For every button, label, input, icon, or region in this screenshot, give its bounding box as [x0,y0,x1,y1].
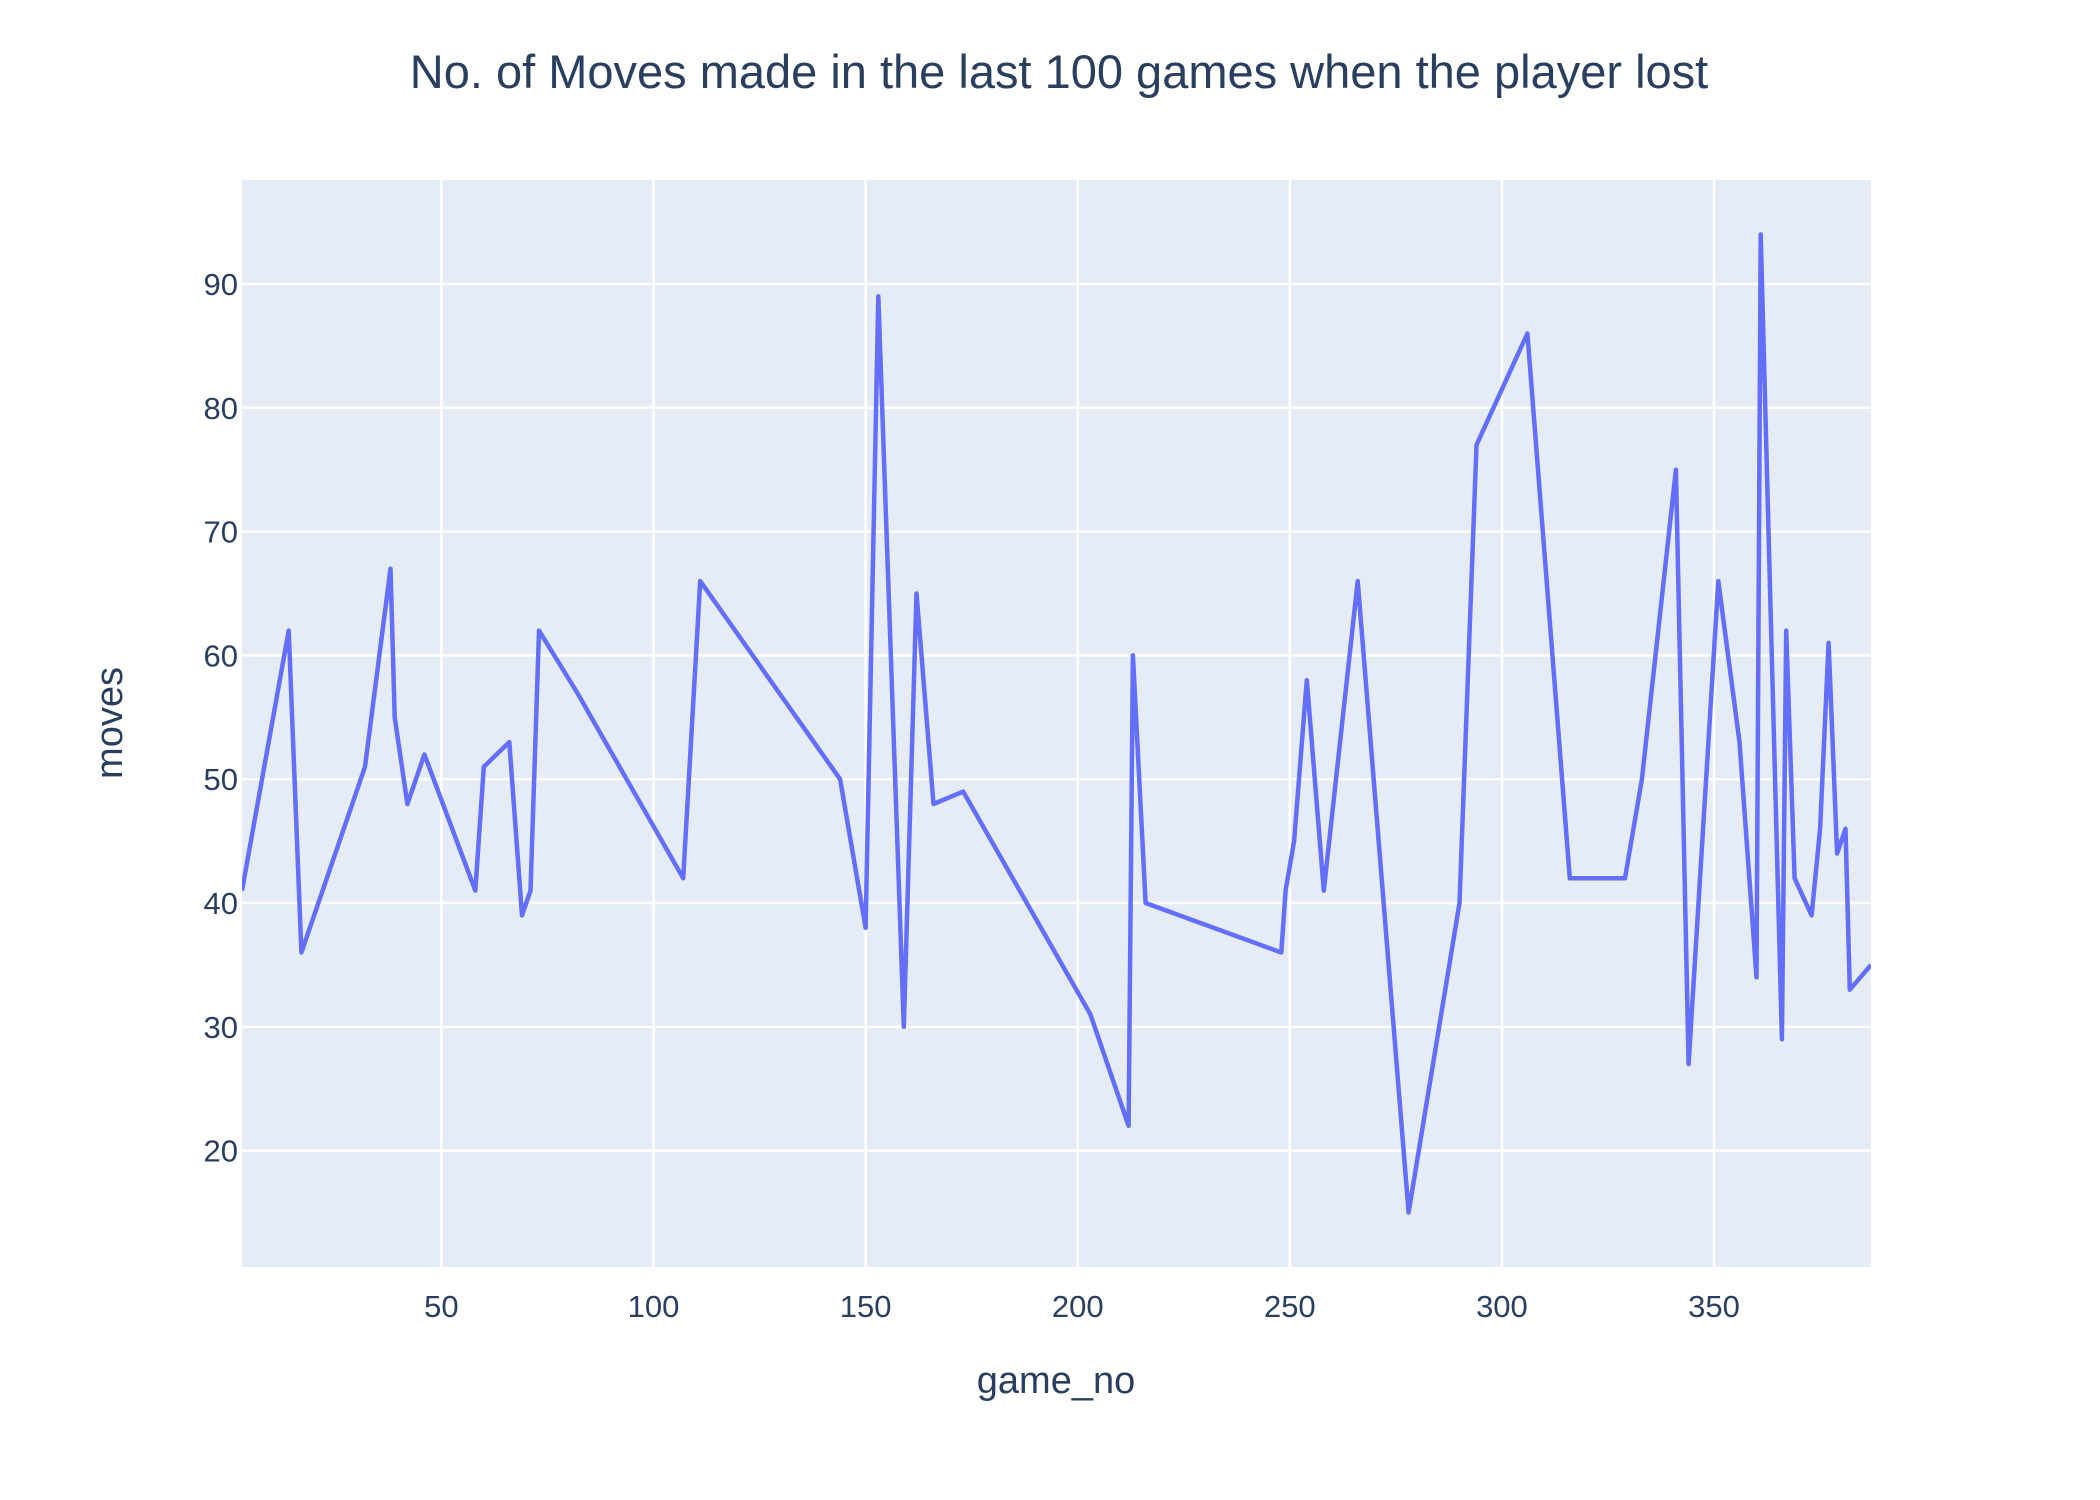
x-tick-label: 150 [840,1289,892,1324]
y-tick-label: 30 [204,1010,238,1045]
x-gridlines [440,180,1716,1267]
x-tick-label: 250 [1264,1289,1316,1324]
y-axis-title: moves [89,667,131,779]
chart-title: No. of Moves made in the last 100 games … [410,45,1708,98]
y-tick-label: 50 [204,762,238,797]
x-tick-label: 350 [1688,1289,1740,1324]
x-tick-label: 50 [424,1289,458,1324]
y-tick-label: 70 [204,515,238,550]
x-tick-labels: 50 100 150 200 250 300 350 [424,1289,1740,1324]
x-tick-label: 300 [1476,1289,1528,1324]
series-layer [242,232,1871,1215]
y-tick-labels: 20 30 40 50 60 70 80 90 [204,267,238,1169]
x-axis-title: game_no [977,1360,1135,1402]
y-tick-label: 40 [204,886,238,921]
x-tick-label: 100 [628,1289,680,1324]
y-tick-label: 80 [204,391,238,426]
y-tick-label: 60 [204,638,238,673]
y-tick-label: 20 [204,1134,238,1169]
series-line-0 [242,232,1871,1215]
x-tick-label: 200 [1052,1289,1104,1324]
y-tick-label: 90 [204,267,238,302]
plot-area [242,180,1871,1267]
